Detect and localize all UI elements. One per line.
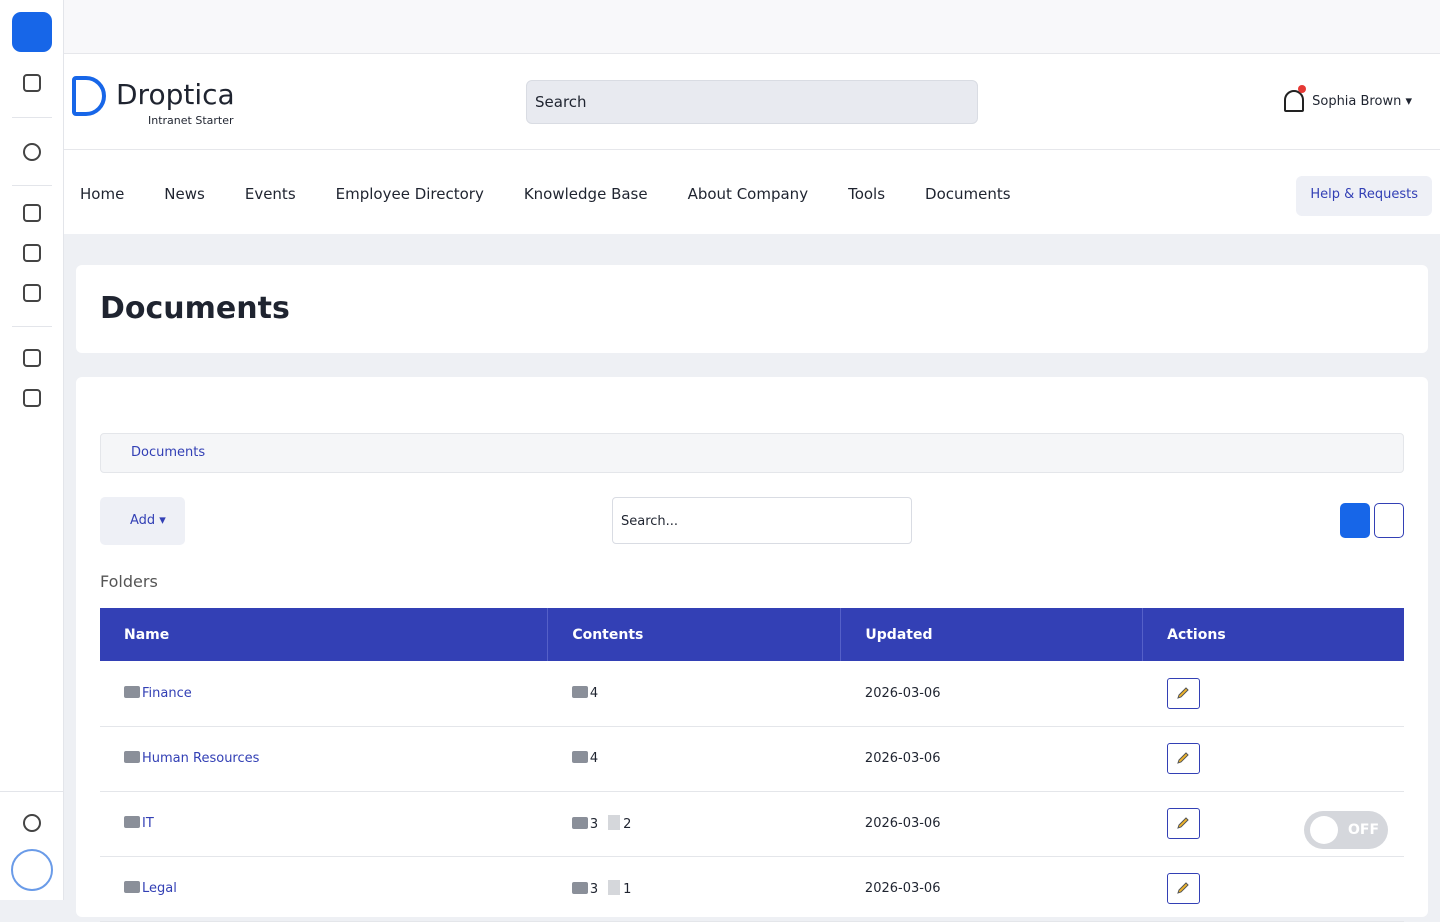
folder-name[interactable]: Legal (142, 881, 177, 896)
updated-cell: 2026-03-06 (840, 661, 1143, 727)
nav-item[interactable]: Knowledge Base (523, 185, 648, 203)
pencil-icon (1177, 882, 1189, 894)
folders-table: Name Contents Updated Actions Finance 4 2026-0… (100, 608, 1404, 922)
edit-button[interactable] (1166, 873, 1200, 904)
folder-icon (124, 751, 140, 763)
folder-name[interactable]: Human Resources (142, 751, 260, 766)
search-placeholder: Search (535, 93, 587, 111)
column-header: Contents (547, 608, 841, 661)
folder-count: 3 (589, 882, 599, 897)
nav-item[interactable]: Events (244, 185, 296, 203)
name-cell: IT (100, 791, 548, 857)
folder-name[interactable]: Finance (142, 685, 192, 701)
help-button[interactable]: Help & Requests (1296, 176, 1432, 216)
name-cell: Legal (100, 856, 548, 922)
edit-button[interactable] (1166, 677, 1200, 709)
actions-cell (1142, 726, 1404, 792)
folder-icon (571, 882, 588, 894)
file-icon (608, 815, 621, 830)
breadcrumb[interactable]: Documents (100, 433, 1404, 473)
updated-cell: 2026-03-06 (840, 856, 1143, 922)
folder-icon (571, 751, 588, 763)
sidebar (0, 0, 64, 900)
actions-cell (1142, 661, 1404, 727)
search-placeholder: Search... (621, 514, 679, 529)
brand-name[interactable]: Droptica (116, 78, 235, 111)
add-button[interactable]: Add ▾ (100, 497, 185, 545)
pencil-icon (1177, 752, 1189, 764)
nav-item[interactable]: Home (80, 185, 125, 203)
table-row: Human Resources 4 2026-03-06 (100, 726, 1404, 792)
actions-cell (1142, 856, 1404, 922)
folder-count: 4 (589, 685, 599, 701)
toggle[interactable]: OFF (1304, 811, 1388, 849)
contents-cell: 4 (547, 726, 841, 792)
content-card: Documents Add ▾ Search... Folders Name Co… (76, 377, 1428, 922)
name-cell: Human Resources (100, 726, 548, 792)
folder-icon (571, 817, 588, 829)
notification-dot (1298, 85, 1306, 93)
notifications[interactable] (1284, 90, 1304, 112)
main-nav: Home News Events Employee Directory Knowledg… (64, 150, 1440, 234)
nav-item[interactable]: About Company (687, 185, 809, 203)
breadcrumb-item[interactable]: Documents (131, 445, 206, 460)
icon-user[interactable] (23, 814, 41, 832)
list-view[interactable] (1340, 503, 1370, 538)
add-label: Add (130, 513, 156, 528)
top-bar (64, 0, 1440, 54)
column-header: Name (100, 608, 548, 661)
brand-tagline: Intranet Starter (148, 114, 234, 127)
folder-count: 3 (589, 817, 599, 832)
page-title: Documents (100, 291, 290, 326)
folder-icon (124, 881, 140, 893)
nav-item[interactable]: Employee Directory (335, 185, 484, 203)
nav-item[interactable]: News (164, 185, 205, 203)
pencil-icon (1177, 687, 1189, 699)
updated-cell: 2026-03-06 (840, 726, 1143, 792)
table-row: Finance 4 2026-03-06 (100, 661, 1404, 727)
column-header: Updated (840, 608, 1143, 661)
header-search[interactable]: Search (526, 80, 978, 124)
header: Droptica Intranet Starter Search Sophia … (64, 54, 1440, 150)
nav-item[interactable]: Documents (925, 185, 1011, 203)
column-header: Actions (1142, 608, 1404, 661)
icon[interactable] (23, 204, 41, 222)
icon[interactable] (23, 244, 41, 262)
file-count: 1 (623, 882, 632, 897)
edit-button[interactable] (1166, 808, 1200, 839)
folder-icon (571, 685, 588, 698)
expand-button[interactable] (11, 849, 53, 891)
user-name: Sophia Brown (1312, 94, 1402, 109)
icon-add[interactable] (23, 143, 41, 161)
table-row: IT 3 2 2026-03-06 (100, 791, 1404, 857)
grid-view[interactable] (1374, 503, 1404, 538)
contents-cell: 4 (547, 661, 841, 727)
name-cell: Finance (100, 661, 548, 727)
folder-count: 4 (589, 751, 599, 766)
updated-cell: 2026-03-06 (840, 791, 1143, 857)
title-card: Documents (76, 265, 1428, 353)
icon[interactable] (23, 74, 41, 92)
edit-button[interactable] (1166, 743, 1200, 774)
nav-item[interactable]: Tools (848, 185, 886, 203)
icon[interactable] (23, 389, 41, 407)
logo-mark (72, 76, 106, 116)
table-row: Legal 3 1 2026-03-06 (100, 856, 1404, 922)
icon[interactable] (23, 284, 41, 302)
folder-icon (124, 685, 140, 698)
drupal-logo[interactable] (12, 12, 52, 52)
file-count: 2 (623, 817, 632, 832)
section-title: Folders (100, 572, 158, 591)
user-menu[interactable]: Sophia Brown ▾ (1312, 94, 1412, 109)
icon[interactable] (23, 349, 41, 367)
folder-icon (124, 816, 140, 828)
folder-name[interactable]: IT (142, 816, 154, 831)
pencil-icon (1177, 817, 1189, 829)
folder-search[interactable]: Search... (612, 497, 912, 544)
file-icon (608, 880, 621, 895)
